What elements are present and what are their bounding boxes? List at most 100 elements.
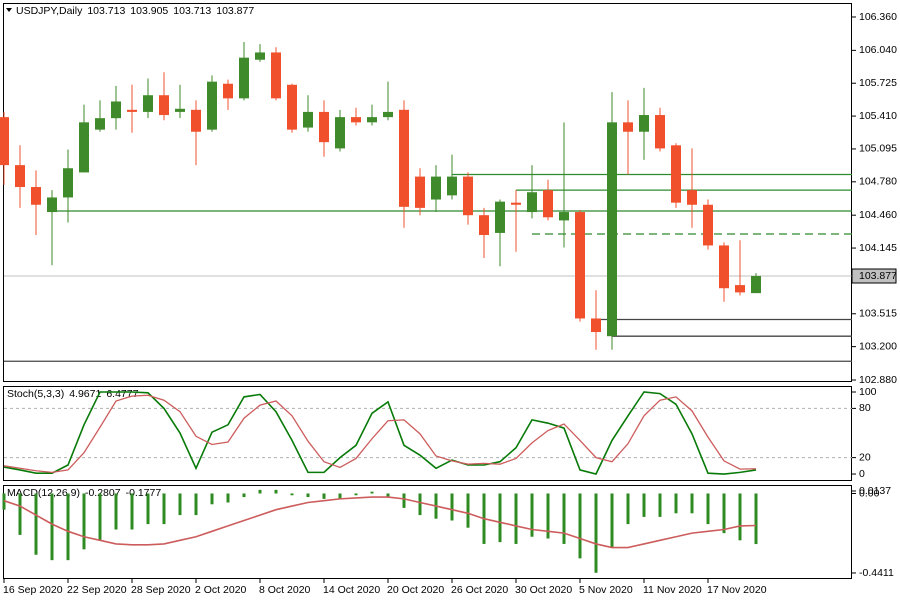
y-tick-label: 104.460 [859,209,897,221]
y-tick-label: 105.725 [859,77,897,89]
macd-bar [242,493,246,498]
candle-body [111,101,121,119]
price-label-box [851,268,897,284]
candle-body [431,176,441,200]
panel-value: 103.905 [130,5,168,17]
y-tick-label: 104.780 [859,176,897,188]
macd-bar [530,493,534,537]
candle-body [719,245,729,289]
macd-bar [322,493,326,499]
candle-body [95,118,105,130]
macd-bar [498,493,502,543]
candle-body [159,95,169,116]
y-tick-label: 105.095 [859,143,897,155]
macd-bar [562,493,566,544]
x-tick-label: 30 Oct 2020 [515,584,572,596]
macd-bar [194,493,198,516]
panel-value: 6.4777 [106,388,138,400]
candle-body [463,176,473,216]
y-tick-label: 0.0137 [859,485,891,497]
candle-body [0,117,9,166]
candle-body [655,115,665,149]
x-tick-label: 8 Oct 2020 [259,584,311,596]
candle-body [335,117,345,149]
macd-bar [418,493,422,516]
candle-body [319,111,329,143]
y-tick-label: 80 [859,402,871,414]
macd-bar [338,493,342,499]
candle-body [607,122,617,337]
macd-bar [130,493,134,530]
y-tick-label: 106.360 [859,11,897,23]
macd-bar [706,493,710,525]
y-tick-label: 106.040 [859,44,897,56]
panel-label: USDJPY,Daily 103.713 103.905 103.713 103.877 [16,5,254,17]
y-tick-label: 103.200 [859,340,897,352]
candle-body [191,109,201,132]
candle-body [575,212,585,319]
macd-bar [722,493,726,534]
candle-body [143,95,153,112]
macd-bar [178,493,182,516]
macd-bar [226,493,230,503]
macd-bar [642,493,646,517]
x-tick-label: 16 Sep 2020 [3,584,63,596]
x-tick-label: 5 Nov 2020 [579,584,633,596]
candle-body [255,52,265,60]
candle-body [671,145,681,203]
candle-body [591,318,601,333]
y-tick-label: 100 [859,386,877,398]
candle-body [287,84,297,130]
candle-body [223,83,233,99]
y-tick-label: 0 [859,468,865,480]
symbol-menu-icon[interactable] [6,8,12,12]
candle-body [415,176,425,208]
macd-bar [274,489,278,494]
macd-bar [34,493,38,555]
x-tick-label: 17 Nov 2020 [707,584,767,596]
x-tick-label: 28 Sep 2020 [131,584,191,596]
panel-value: 103.713 [87,5,125,17]
macd-bar [98,493,102,541]
y-tick-label: 0.00 [859,487,880,499]
candle-body [367,117,377,123]
macd-bar [402,493,406,508]
stoch-line [3,391,757,475]
macd-bar [754,493,758,545]
macd-bar [450,493,454,521]
macd-bar [386,493,390,498]
candle-body [271,52,281,99]
macd-bar [578,493,582,559]
candle-body [687,190,697,205]
x-tick-label: 26 Oct 2020 [451,584,508,596]
macd-bar [162,493,166,525]
candle-body [639,115,649,132]
macd-bar [18,493,22,535]
macd-bar [114,493,118,530]
candle-body [543,190,553,218]
candle-body [239,57,249,99]
macd-bar [626,493,630,525]
macd-bar [258,489,262,494]
y-tick-label: 105.410 [859,110,897,122]
macd-bar [658,493,662,517]
panel-title: USDJPY,Daily [16,5,83,17]
macd-bar [306,493,310,498]
macd-bar [210,493,214,505]
candle-body [31,187,41,205]
candle-body [479,215,489,236]
signal-line [3,496,757,549]
candle-body [511,202,521,205]
y-tick-label: 102.880 [859,374,897,386]
macd-panel-frame [3,485,852,579]
macd-bar [50,493,54,561]
candle-body [15,165,25,188]
macd-bar [514,493,518,544]
candle-body [207,81,217,130]
y-tick-label: -0.4411 [859,567,894,579]
candle-body [751,276,761,294]
candle-body [447,176,457,196]
macd-bar [2,493,6,510]
panel-label: Stoch(5,3,3) 4.9671 6.4777 [7,388,139,400]
candle-body [79,122,89,173]
